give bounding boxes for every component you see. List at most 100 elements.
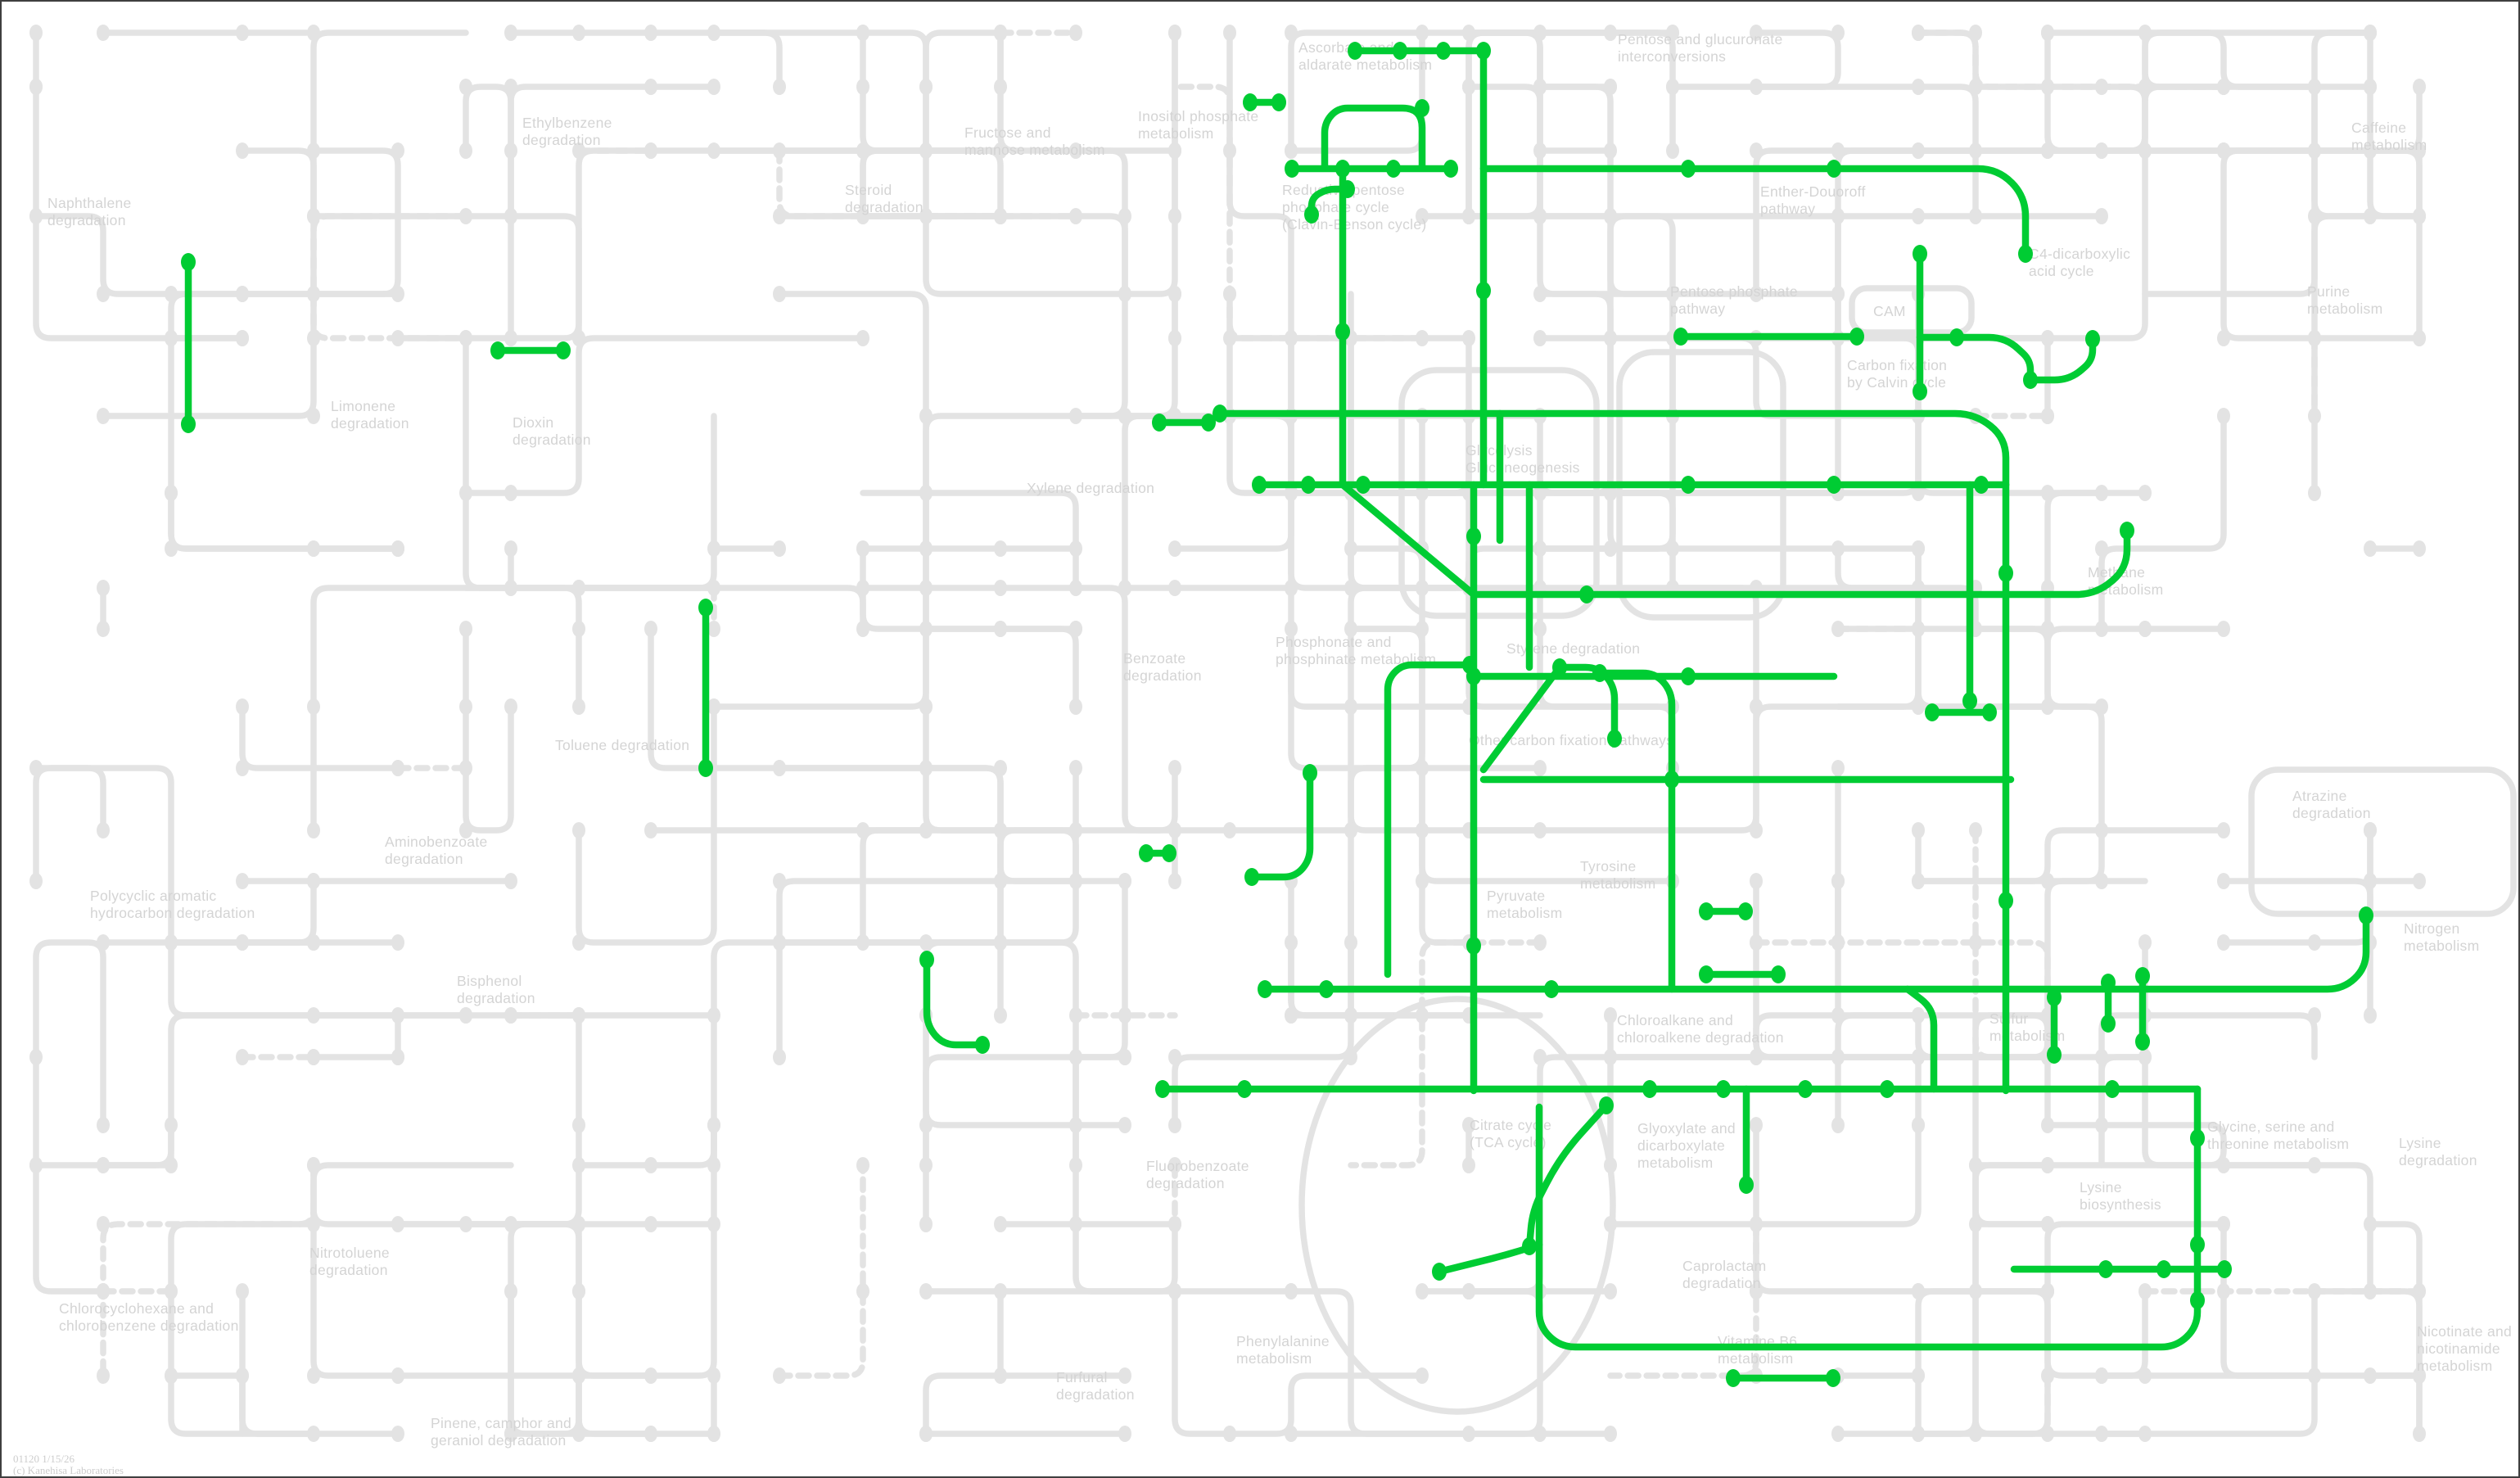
pathway-label-styrene-degradation: Styrene degradation — [1506, 640, 1640, 657]
green-node — [2098, 1260, 2113, 1278]
grey-node — [1223, 142, 1236, 159]
green-node — [2359, 906, 2373, 924]
grey-node — [1168, 1216, 1181, 1232]
grey-node — [572, 934, 585, 951]
green-node — [1393, 42, 1407, 60]
grey-node — [1912, 621, 1925, 637]
grey-node — [2095, 1117, 2108, 1133]
grey-node — [2217, 79, 2230, 95]
grey-node — [2138, 1049, 2152, 1065]
grey-node — [707, 1007, 720, 1024]
grey-edge — [923, 29, 1004, 154]
green-node — [2217, 1260, 2232, 1278]
grey-node — [97, 1283, 110, 1299]
grey-node — [919, 1216, 933, 1232]
grey-node — [919, 1426, 933, 1442]
grey-edge — [1172, 878, 1354, 1128]
grey-node — [994, 760, 1007, 776]
grey-node — [2413, 1426, 2426, 1442]
grey-node — [2138, 621, 2152, 637]
grey-node — [2041, 873, 2054, 889]
grey-node — [572, 1157, 585, 1173]
grey-node — [2364, 79, 2377, 95]
grey-node — [1344, 540, 1357, 557]
green-node — [1982, 703, 1997, 721]
grey-edge — [776, 291, 929, 552]
green-edge — [1904, 985, 1938, 1093]
pathway-label-toluene-degradation: Toluene degradation — [555, 737, 689, 753]
grey-node — [1533, 822, 1547, 838]
grey-node — [29, 208, 43, 224]
grey-node — [1223, 286, 1236, 302]
grey-node — [2041, 330, 2054, 346]
grey-node — [2095, 540, 2108, 557]
green-node — [1285, 160, 1299, 178]
grey-node — [2041, 1283, 2054, 1299]
grey-node — [2413, 873, 2426, 889]
grey-node — [707, 621, 720, 637]
grey-node — [459, 208, 472, 224]
grey-node — [2217, 408, 2230, 424]
grey-node — [504, 580, 517, 596]
grey-node — [1533, 25, 1547, 41]
grey-node — [1750, 1117, 1763, 1133]
grey-node — [572, 330, 585, 346]
grey-node — [1069, 822, 1082, 838]
green-node — [1642, 1080, 1657, 1098]
grey-node — [572, 142, 585, 159]
grey-node — [2095, 1426, 2108, 1442]
grey-node — [97, 25, 110, 41]
grey-node — [919, 621, 933, 637]
grey-node — [165, 1367, 178, 1384]
grey-node — [994, 79, 1007, 95]
grey-node — [504, 208, 517, 224]
grey-node — [2308, 330, 2321, 346]
pathway-label-c4-dicarboxylic-acid-cycle: C4-dicarboxylic acid cycle — [2029, 246, 2130, 279]
grey-node — [1831, 208, 1845, 224]
green-node — [1356, 476, 1371, 494]
green-node — [1739, 1176, 1754, 1194]
green-node — [1925, 703, 1940, 721]
grey-edge — [310, 1162, 514, 1379]
grey-node — [2217, 621, 2230, 637]
grey-node — [1604, 79, 1617, 95]
green-node — [1303, 764, 1317, 782]
grey-node — [504, 79, 517, 95]
green-node — [1962, 692, 1977, 710]
grey-node — [2413, 330, 2426, 346]
green-node — [2105, 1080, 2120, 1098]
grey-edge — [2098, 1288, 2318, 1437]
grey-node — [1831, 142, 1845, 159]
pathway-label-pentose-and-glucuronate-interconversions: Pentose and glucuronate interconversions — [1618, 31, 1783, 65]
grey-node — [1912, 1426, 1925, 1442]
grey-node — [1912, 873, 1925, 889]
green-node — [2047, 988, 2062, 1006]
grey-node — [919, 1117, 933, 1133]
pathway-label-atrazine-degradation: Atrazine degradation — [2292, 788, 2371, 821]
grey-node — [1533, 760, 1547, 776]
grey-node — [1462, 1283, 1475, 1299]
grey-node — [236, 330, 249, 346]
grey-node — [2041, 142, 2054, 159]
green-node — [1880, 1080, 1895, 1098]
grey-node — [2217, 330, 2230, 346]
green-node — [1432, 1263, 1447, 1281]
highlighted-pathway-network — [184, 47, 2370, 1382]
green-edge — [1916, 333, 2035, 384]
pathway-label-lysine-degradation: Lysine degradation — [2399, 1135, 2477, 1168]
grey-node — [2138, 142, 2152, 159]
grey-node — [2138, 1367, 2152, 1384]
grey-node — [1285, 1007, 1298, 1024]
green-node — [1152, 414, 1167, 432]
grey-node — [1831, 1007, 1845, 1024]
grey-node — [773, 873, 786, 889]
grey-node — [572, 1367, 585, 1384]
grey-node — [2413, 1283, 2426, 1299]
grey-node — [391, 540, 404, 557]
grey-node — [2308, 1283, 2321, 1299]
grey-node — [919, 760, 933, 776]
grey-node — [1831, 25, 1845, 41]
grey-node — [1462, 330, 1475, 346]
grey-node — [1168, 822, 1181, 838]
pathway-label-fructose-and-mannose-metabolism: Fructose and mannose metabolism — [964, 124, 1105, 158]
